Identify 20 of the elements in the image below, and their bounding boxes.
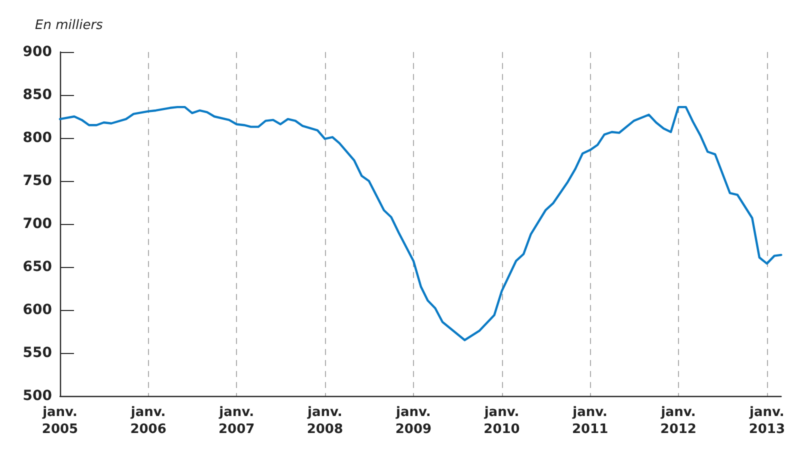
y-tick-label: 550 [22,345,52,361]
line-series [58,106,782,342]
x-tick-label: janv. 2011 [572,405,608,437]
y-tick-label: 800 [22,130,52,146]
x-tick-label: janv. 2007 [218,405,255,437]
y-tick-label: 850 [22,87,52,103]
y-tick-label: 750 [22,173,52,189]
x-tick-label: janv. 2006 [130,405,166,437]
x-tick-label: janv. 2009 [395,405,432,437]
y-axis-title: En milliers [35,18,104,33]
y-tick-label: 500 [22,388,52,404]
y-tick-label: 650 [22,259,52,275]
x-tick-label: janv. 2013 [748,405,786,437]
x-tick-label: janv. 2012 [660,405,696,437]
x-tick-label: janv. 2008 [306,405,344,437]
x-tick-label: janv. 2005 [42,405,78,437]
x-tick-label: janv. 2010 [483,405,520,437]
y-tick-label: 700 [22,216,52,232]
y-tick-label: 600 [22,302,52,318]
y-tick-label: 900 [22,44,52,60]
